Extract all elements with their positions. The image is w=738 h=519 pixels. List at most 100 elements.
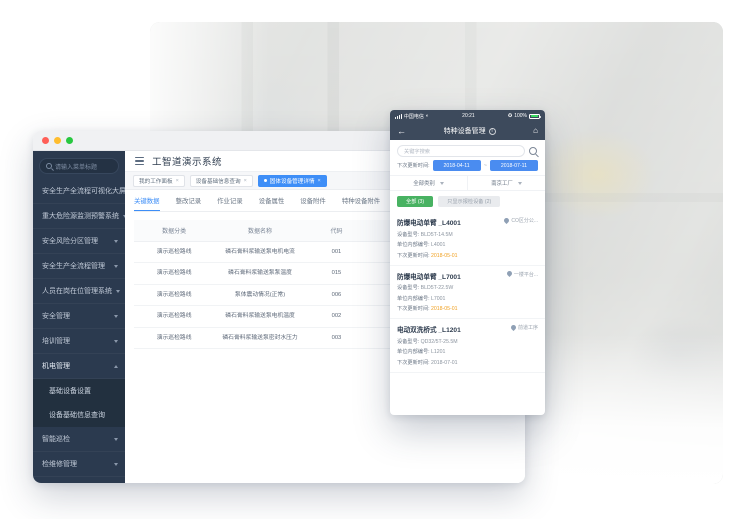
table-column-header: 代码 bbox=[305, 220, 367, 242]
location-label: CO区分公... bbox=[511, 218, 538, 224]
sidebar-item-6[interactable]: 培训管理 bbox=[33, 329, 125, 354]
table-cell: 002 bbox=[305, 305, 367, 328]
sidebar-item-2[interactable]: 安全风险分区管理 bbox=[33, 229, 125, 254]
sub-tab-0[interactable]: 关键数据 bbox=[134, 190, 160, 211]
close-icon[interactable]: × bbox=[317, 177, 321, 184]
location-label: 一楼平台... bbox=[513, 271, 538, 278]
table-cell: 演示巡检路线 bbox=[134, 284, 215, 307]
sidebar-item-4[interactable]: 人员在岗在位管理系统 bbox=[33, 279, 125, 304]
list-item[interactable]: 防爆电动单臂 _L4001 CO区分公... 设备型号: BLD5T-14.5M 单位… bbox=[390, 212, 545, 266]
sidebar-item-11[interactable]: 检维修管理 bbox=[33, 452, 125, 477]
table-cell: 演示巡检路线 bbox=[134, 305, 215, 328]
phone-status-bar: 中国电信 ◐ 20:21 ✪ 100% bbox=[390, 110, 545, 122]
sidebar-item-8[interactable]: 基础设备设置 bbox=[33, 379, 125, 403]
search-icon bbox=[46, 163, 52, 169]
sidebar-menu: 安全生产全流程可视化大屏 重大危险源监测预警系统 安全风险分区管理 安全生产全流程管理… bbox=[33, 179, 125, 483]
status-right: ✪ 100% bbox=[508, 113, 541, 119]
close-icon[interactable]: × bbox=[175, 177, 179, 184]
sidebar-item-1[interactable]: 重大危险源监测预警系统 bbox=[33, 204, 125, 229]
sidebar-item-label: 培训管理 bbox=[42, 338, 70, 345]
sidebar-item-label: 检维修管理 bbox=[42, 461, 77, 468]
sidebar-item-5[interactable]: 安全管理 bbox=[33, 304, 125, 329]
equipment-name: 防爆电动单臂 _L4001 bbox=[397, 220, 461, 227]
sub-tab-5[interactable]: 特种设备附件 bbox=[341, 198, 381, 205]
equipment-next-update-value: 2018-05-01 bbox=[431, 252, 458, 259]
filter-inspection-button[interactable]: 只显示报检设备 (2) bbox=[438, 196, 501, 207]
info-icon[interactable]: i bbox=[488, 127, 496, 135]
back-arrow-icon[interactable]: ← bbox=[397, 125, 406, 136]
sidebar-item-9[interactable]: 设备基础信息查询 bbox=[33, 403, 125, 427]
tab-label: 我的工作面板 bbox=[139, 178, 173, 185]
chevron-down-icon bbox=[439, 181, 444, 185]
equipment-inner-no-value: L4001 bbox=[431, 242, 446, 248]
sub-tab-4[interactable]: 设备附件 bbox=[300, 198, 326, 205]
date-end-button[interactable]: 2018-07-11 bbox=[489, 160, 539, 171]
sidebar-item-label: 人员在岗在位管理系统 bbox=[42, 288, 112, 295]
browser-tab-1[interactable]: 设备基础信息查询 × bbox=[189, 174, 253, 187]
chevron-down-icon bbox=[517, 181, 522, 185]
table-column-header: 数据名称 bbox=[214, 220, 306, 242]
wifi-icon: ◐ bbox=[425, 113, 429, 119]
maximize-button[interactable] bbox=[66, 137, 73, 144]
sidebar-item-7[interactable]: 机电管理 bbox=[33, 354, 125, 379]
equipment-name: 防爆电动单臂 _L7001 bbox=[397, 273, 461, 281]
sidebar-search[interactable]: 请输入菜单标题 bbox=[39, 158, 119, 174]
date-filter-row: 下次更新时间: 2018-04-11 ~ 2018-07-11 bbox=[390, 160, 545, 175]
chevron-down-icon bbox=[114, 314, 118, 318]
browser-tab-2[interactable]: 固体设备管理详情 × bbox=[257, 174, 327, 187]
minimize-button[interactable] bbox=[54, 137, 61, 144]
location-tag: 前道工序 bbox=[511, 324, 538, 331]
select-factory[interactable]: 南京工厂 bbox=[467, 176, 545, 190]
table-cell: 001 bbox=[305, 241, 367, 264]
sidebar-item-10[interactable]: 智能巡检 bbox=[33, 427, 125, 452]
list-item[interactable]: 电动双洗桥式 _L1201 前道工序 设备型号: QD32/5T-25.5M 单位内部… bbox=[390, 319, 545, 373]
sub-tab-1[interactable]: 整改记录 bbox=[175, 198, 202, 205]
list-item-header: 电动双洗桥式 _L1201 前道工序 bbox=[397, 324, 538, 334]
table-cell: 演示巡检路线 bbox=[134, 241, 215, 264]
search-input[interactable]: 关键字搜索 bbox=[397, 145, 525, 157]
hamburger-icon[interactable] bbox=[135, 157, 144, 165]
sidebar-item-label: 机电管理 bbox=[42, 363, 70, 370]
equipment-inner-no-label: 单位内部编号: bbox=[397, 242, 432, 248]
chevron-down-icon bbox=[116, 289, 120, 293]
table-cell: 015 bbox=[305, 262, 367, 285]
tab-label: 固体设备管理详情 bbox=[269, 178, 315, 185]
sidebar-item-label: 智能巡检 bbox=[42, 436, 70, 443]
equipment-model: 设备型号: BLD5T-22.5W bbox=[397, 284, 538, 291]
equipment-next-update-value: 2018-05-01 bbox=[431, 306, 458, 312]
phone-select-row: 全部类别 南京工厂 bbox=[390, 175, 545, 191]
sub-tab-2[interactable]: 作业记录 bbox=[217, 198, 243, 205]
close-icon[interactable]: × bbox=[243, 177, 247, 184]
mobile-device: 中国电信 ◐ 20:21 ✪ 100% ← 特种设备管理 i ⌂ 关键字搜索 bbox=[390, 110, 545, 415]
select-category[interactable]: 全部类别 bbox=[390, 176, 467, 190]
sidebar-item-3[interactable]: 安全生产全流程管理 bbox=[33, 254, 125, 279]
equipment-next-update-value: 2018-07-01 bbox=[431, 359, 458, 366]
phone-filter-row: 全部 (3) 只显示报检设备 (2) bbox=[390, 191, 545, 212]
phone-page-title: 特种设备管理 bbox=[443, 128, 486, 135]
sub-tab-3[interactable]: 设备属性 bbox=[258, 198, 285, 205]
equipment-model: 设备型号: QD32/5T-25.5M bbox=[397, 338, 538, 345]
chevron-down-icon bbox=[114, 339, 118, 343]
close-button[interactable] bbox=[42, 137, 49, 144]
sidebar-item-label: 基础设备设置 bbox=[49, 388, 91, 395]
active-tab-dot bbox=[263, 179, 267, 182]
home-icon[interactable]: ⌂ bbox=[533, 126, 538, 135]
equipment-next-update: 下次更新时间: 2018-07-01 bbox=[397, 359, 538, 366]
app-header: 工智道演示系统 bbox=[125, 151, 525, 172]
filter-all-button[interactable]: 全部 (3) bbox=[397, 196, 434, 207]
table-cell: 磷石膏料浆输送泵泵温度 bbox=[214, 262, 306, 285]
date-filter-label: 下次更新时间: bbox=[397, 163, 430, 169]
battery-icon bbox=[529, 113, 541, 119]
date-start-button[interactable]: 2018-04-11 bbox=[432, 160, 481, 171]
browser-tab-0[interactable]: 我的工作面板 × bbox=[133, 174, 185, 187]
table-column-header: 数据分类 bbox=[134, 220, 215, 242]
equipment-model-label: 设备型号: bbox=[397, 338, 421, 345]
sub-tab-bar: 关键数据 整改记录 作业记录 设备属性 设备附件 特种设备附件 bbox=[134, 190, 516, 212]
table-cell: 磷石膏料浆输送泵密封水压力 bbox=[214, 327, 306, 349]
list-item-header: 防爆电动单臂 _L4001 CO区分公... bbox=[397, 217, 538, 227]
battery-percent: 100% bbox=[514, 113, 527, 119]
search-icon[interactable] bbox=[529, 147, 537, 155]
list-item[interactable]: 防爆电动单臂 _L7001 一楼平台... 设备型号: BLD5T-22.5W 单位内… bbox=[390, 266, 545, 319]
search-placeholder: 关键字搜索 bbox=[404, 148, 430, 155]
sidebar-item-0[interactable]: 安全生产全流程可视化大屏 bbox=[33, 179, 125, 204]
